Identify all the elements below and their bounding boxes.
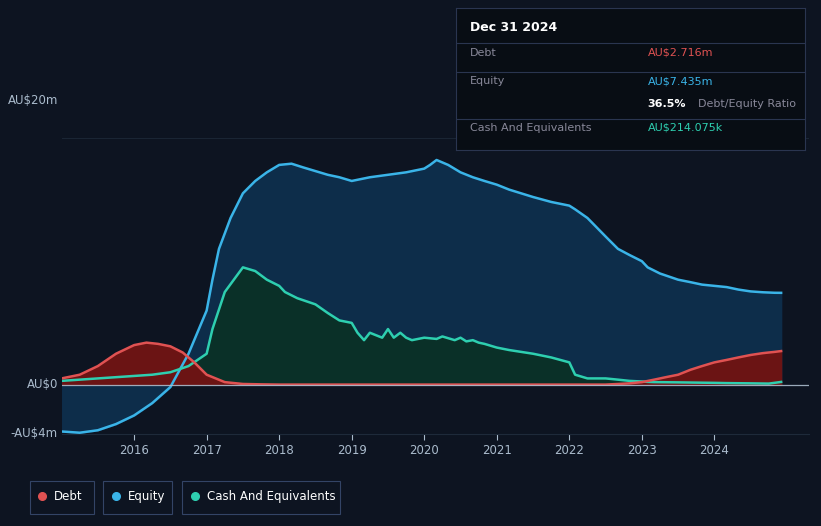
Text: Debt: Debt <box>470 48 497 58</box>
Text: AU$214.075k: AU$214.075k <box>648 123 722 133</box>
Text: AU$2.716m: AU$2.716m <box>648 48 713 58</box>
Text: Debt: Debt <box>54 490 83 503</box>
Text: 36.5%: 36.5% <box>648 99 686 109</box>
Text: Equity: Equity <box>128 490 166 503</box>
Text: Dec 31 2024: Dec 31 2024 <box>470 21 557 34</box>
Text: AU$20m: AU$20m <box>7 94 57 107</box>
Text: Cash And Equivalents: Cash And Equivalents <box>470 123 591 133</box>
Text: -AU$4m: -AU$4m <box>11 428 57 440</box>
FancyBboxPatch shape <box>30 481 94 513</box>
Text: AU$0: AU$0 <box>26 378 57 391</box>
Text: AU$7.435m: AU$7.435m <box>648 76 713 86</box>
Text: Debt/Equity Ratio: Debt/Equity Ratio <box>698 99 796 109</box>
FancyBboxPatch shape <box>103 481 172 513</box>
Text: Equity: Equity <box>470 76 505 86</box>
FancyBboxPatch shape <box>182 481 340 513</box>
Text: Cash And Equivalents: Cash And Equivalents <box>207 490 336 503</box>
